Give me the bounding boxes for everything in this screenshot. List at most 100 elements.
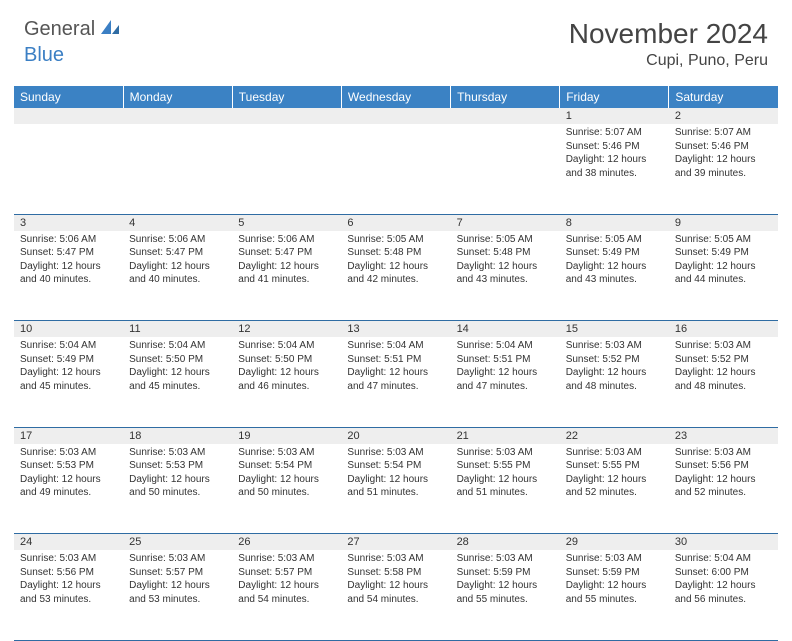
sunset-line: Sunset: 5:55 PM bbox=[566, 459, 663, 473]
daynum-cell: 12 bbox=[232, 321, 341, 338]
sunrise-line: Sunrise: 5:03 AM bbox=[457, 552, 554, 566]
sunrise-line: Sunrise: 5:03 AM bbox=[566, 339, 663, 353]
daynum-cell: 4 bbox=[123, 214, 232, 231]
sunrise-line: Sunrise: 5:04 AM bbox=[675, 552, 772, 566]
daylight-line: Daylight: 12 hours and 56 minutes. bbox=[675, 579, 772, 606]
day-cell: Sunrise: 5:03 AMSunset: 5:56 PMDaylight:… bbox=[669, 444, 778, 534]
daynum-cell: 3 bbox=[14, 214, 123, 231]
sunset-line: Sunset: 6:00 PM bbox=[675, 566, 772, 580]
day-cell bbox=[14, 124, 123, 214]
sunset-line: Sunset: 5:48 PM bbox=[457, 246, 554, 260]
day-content: Sunrise: 5:06 AMSunset: 5:47 PMDaylight:… bbox=[14, 231, 123, 293]
day-content: Sunrise: 5:06 AMSunset: 5:47 PMDaylight:… bbox=[232, 231, 341, 293]
daynum-cell: 26 bbox=[232, 534, 341, 551]
day-cell: Sunrise: 5:03 AMSunset: 5:57 PMDaylight:… bbox=[232, 550, 341, 640]
day-cell: Sunrise: 5:03 AMSunset: 5:55 PMDaylight:… bbox=[560, 444, 669, 534]
day-number: 28 bbox=[451, 534, 560, 550]
day-number: 4 bbox=[123, 215, 232, 231]
day-content: Sunrise: 5:04 AMSunset: 5:51 PMDaylight:… bbox=[451, 337, 560, 399]
day-number: 26 bbox=[232, 534, 341, 550]
sunset-line: Sunset: 5:47 PM bbox=[20, 246, 117, 260]
day-content: Sunrise: 5:03 AMSunset: 5:56 PMDaylight:… bbox=[14, 550, 123, 612]
day-cell: Sunrise: 5:04 AMSunset: 5:51 PMDaylight:… bbox=[341, 337, 450, 427]
daynum-cell: 24 bbox=[14, 534, 123, 551]
sunset-line: Sunset: 5:56 PM bbox=[675, 459, 772, 473]
day-content: Sunrise: 5:03 AMSunset: 5:58 PMDaylight:… bbox=[341, 550, 450, 612]
daylight-line: Daylight: 12 hours and 52 minutes. bbox=[675, 473, 772, 500]
daynum-cell: 18 bbox=[123, 427, 232, 444]
daynum-row: 17181920212223 bbox=[14, 427, 778, 444]
day-cell: Sunrise: 5:06 AMSunset: 5:47 PMDaylight:… bbox=[123, 231, 232, 321]
day-cell: Sunrise: 5:03 AMSunset: 5:56 PMDaylight:… bbox=[14, 550, 123, 640]
day-number: 23 bbox=[669, 428, 778, 444]
day-content: Sunrise: 5:05 AMSunset: 5:48 PMDaylight:… bbox=[341, 231, 450, 293]
day-content: Sunrise: 5:03 AMSunset: 5:57 PMDaylight:… bbox=[232, 550, 341, 612]
sunrise-line: Sunrise: 5:03 AM bbox=[20, 446, 117, 460]
week-row: Sunrise: 5:07 AMSunset: 5:46 PMDaylight:… bbox=[14, 124, 778, 214]
sunrise-line: Sunrise: 5:03 AM bbox=[129, 552, 226, 566]
location: Cupi, Puno, Peru bbox=[569, 52, 768, 70]
col-tuesday: Tuesday bbox=[232, 86, 341, 108]
sunset-line: Sunset: 5:46 PM bbox=[566, 140, 663, 154]
sunrise-line: Sunrise: 5:03 AM bbox=[347, 446, 444, 460]
day-number: 14 bbox=[451, 321, 560, 337]
daynum-cell: 16 bbox=[669, 321, 778, 338]
day-cell: Sunrise: 5:03 AMSunset: 5:57 PMDaylight:… bbox=[123, 550, 232, 640]
daylight-line: Daylight: 12 hours and 47 minutes. bbox=[457, 366, 554, 393]
day-cell: Sunrise: 5:03 AMSunset: 5:52 PMDaylight:… bbox=[669, 337, 778, 427]
sunrise-line: Sunrise: 5:05 AM bbox=[566, 233, 663, 247]
daynum-cell bbox=[14, 108, 123, 124]
daynum-cell: 13 bbox=[341, 321, 450, 338]
daylight-line: Daylight: 12 hours and 43 minutes. bbox=[457, 260, 554, 287]
daynum-cell: 29 bbox=[560, 534, 669, 551]
day-content: Sunrise: 5:03 AMSunset: 5:59 PMDaylight:… bbox=[451, 550, 560, 612]
sunrise-line: Sunrise: 5:03 AM bbox=[238, 552, 335, 566]
week-row: Sunrise: 5:03 AMSunset: 5:53 PMDaylight:… bbox=[14, 444, 778, 534]
daynum-cell bbox=[341, 108, 450, 124]
sunrise-line: Sunrise: 5:06 AM bbox=[129, 233, 226, 247]
daynum-cell: 14 bbox=[451, 321, 560, 338]
day-number: 18 bbox=[123, 428, 232, 444]
sunset-line: Sunset: 5:51 PM bbox=[457, 353, 554, 367]
daylight-line: Daylight: 12 hours and 53 minutes. bbox=[129, 579, 226, 606]
day-cell: Sunrise: 5:04 AMSunset: 5:51 PMDaylight:… bbox=[451, 337, 560, 427]
sunrise-line: Sunrise: 5:07 AM bbox=[675, 126, 772, 140]
sunrise-line: Sunrise: 5:05 AM bbox=[457, 233, 554, 247]
sunrise-line: Sunrise: 5:03 AM bbox=[675, 339, 772, 353]
sunset-line: Sunset: 5:53 PM bbox=[129, 459, 226, 473]
day-number bbox=[123, 108, 232, 124]
day-cell: Sunrise: 5:04 AMSunset: 5:49 PMDaylight:… bbox=[14, 337, 123, 427]
daynum-cell: 6 bbox=[341, 214, 450, 231]
daynum-cell: 30 bbox=[669, 534, 778, 551]
sunrise-line: Sunrise: 5:03 AM bbox=[238, 446, 335, 460]
col-wednesday: Wednesday bbox=[341, 86, 450, 108]
sunset-line: Sunset: 5:57 PM bbox=[129, 566, 226, 580]
daynum-cell: 17 bbox=[14, 427, 123, 444]
daylight-line: Daylight: 12 hours and 54 minutes. bbox=[238, 579, 335, 606]
day-content: Sunrise: 5:03 AMSunset: 5:59 PMDaylight:… bbox=[560, 550, 669, 612]
daylight-line: Daylight: 12 hours and 44 minutes. bbox=[675, 260, 772, 287]
day-cell bbox=[123, 124, 232, 214]
calendar-body: 12Sunrise: 5:07 AMSunset: 5:46 PMDayligh… bbox=[14, 108, 778, 640]
sunset-line: Sunset: 5:59 PM bbox=[566, 566, 663, 580]
daylight-line: Daylight: 12 hours and 40 minutes. bbox=[20, 260, 117, 287]
sunset-line: Sunset: 5:48 PM bbox=[347, 246, 444, 260]
logo-sail-icon bbox=[99, 18, 121, 41]
day-cell: Sunrise: 5:03 AMSunset: 5:55 PMDaylight:… bbox=[451, 444, 560, 534]
sunrise-line: Sunrise: 5:04 AM bbox=[129, 339, 226, 353]
day-number: 30 bbox=[669, 534, 778, 550]
sunset-line: Sunset: 5:46 PM bbox=[675, 140, 772, 154]
daynum-cell: 1 bbox=[560, 108, 669, 124]
daylight-line: Daylight: 12 hours and 47 minutes. bbox=[347, 366, 444, 393]
day-cell bbox=[232, 124, 341, 214]
sunset-line: Sunset: 5:52 PM bbox=[675, 353, 772, 367]
sunset-line: Sunset: 5:55 PM bbox=[457, 459, 554, 473]
day-cell: Sunrise: 5:04 AMSunset: 5:50 PMDaylight:… bbox=[232, 337, 341, 427]
sunrise-line: Sunrise: 5:03 AM bbox=[129, 446, 226, 460]
daylight-line: Daylight: 12 hours and 55 minutes. bbox=[457, 579, 554, 606]
day-number: 20 bbox=[341, 428, 450, 444]
daynum-row: 24252627282930 bbox=[14, 534, 778, 551]
daynum-cell bbox=[451, 108, 560, 124]
day-number: 12 bbox=[232, 321, 341, 337]
daylight-line: Daylight: 12 hours and 45 minutes. bbox=[20, 366, 117, 393]
